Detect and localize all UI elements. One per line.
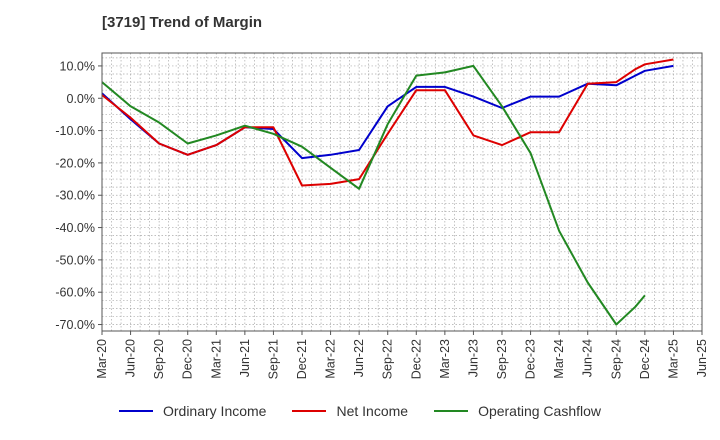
series-line-net-income (101, 58, 674, 187)
x-tick-label: Mar-25 (666, 339, 680, 379)
x-tick-label: Sep-23 (495, 339, 509, 379)
y-tick-label: -50.0% (55, 253, 95, 267)
grid-lines (102, 53, 702, 331)
legend-label-operating-cashflow: Operating Cashflow (478, 403, 602, 419)
x-tick-label: Jun-23 (466, 339, 480, 377)
x-tick-label: Dec-24 (638, 339, 652, 379)
y-tick-label: -30.0% (55, 189, 95, 203)
legend: Ordinary Income Net Income Operating Cas… (0, 403, 720, 419)
legend-item-operating-cashflow: Operating Cashflow (434, 403, 601, 419)
legend-label-ordinary-income: Ordinary Income (162, 403, 267, 419)
y-tick-label: 0.0% (67, 92, 96, 106)
plot-frame (101, 52, 703, 332)
y-tick-label: -70.0% (55, 318, 95, 332)
legend-item-ordinary-income: Ordinary Income (118, 403, 267, 419)
x-tick-label: Dec-21 (295, 339, 309, 379)
x-tick-label: Sep-21 (266, 339, 280, 379)
y-tick-label: -20.0% (55, 156, 95, 170)
x-tick-label: Mar-22 (324, 339, 338, 379)
axes: 10.0% 0.0% -10.0% -20.0% -30.0% -40.0% -50.0% -… (55, 52, 709, 379)
margin-line-chart: 10.0% 0.0% -10.0% -20.0% -30.0% -40.0% -50.0% -… (55, 52, 709, 379)
legend-item-net-income: Net Income (292, 403, 408, 419)
x-tick-label: Jun-24 (581, 339, 595, 377)
x-tick-label: Mar-20 (95, 339, 109, 379)
legend-swatch-net-income (292, 410, 327, 412)
y-tick-label: -60.0% (55, 286, 95, 300)
x-tick-label: Mar-24 (552, 339, 566, 379)
x-tick-label: Jun-20 (124, 339, 138, 377)
x-tick-label: Sep-22 (381, 339, 395, 379)
x-tick-label: Jun-25 (695, 339, 709, 377)
legend-swatch-operating-cashflow (434, 410, 469, 412)
x-tick-label: Dec-22 (409, 339, 423, 379)
y-tick-label: 10.0% (60, 59, 95, 73)
legend-label-net-income: Net Income (336, 403, 409, 419)
series-line-operating-cashflow (101, 64, 646, 326)
x-tick-label: Mar-21 (209, 339, 223, 379)
x-tick-label: Mar-23 (438, 339, 452, 379)
y-tick-label: -10.0% (55, 124, 95, 138)
series-lines (101, 58, 674, 326)
x-tick-label: Sep-24 (609, 339, 623, 379)
x-tick-label: Jun-22 (352, 339, 366, 377)
x-tick-label: Sep-20 (152, 339, 166, 379)
x-tick-label: Jun-21 (238, 339, 252, 377)
x-tick-label: Dec-23 (524, 339, 538, 379)
x-tick-label: Dec-20 (181, 339, 195, 379)
legend-swatch-ordinary-income (118, 410, 153, 412)
chart-title: [3719] Trend of Margin (102, 14, 263, 31)
y-tick-label: -40.0% (55, 221, 95, 235)
